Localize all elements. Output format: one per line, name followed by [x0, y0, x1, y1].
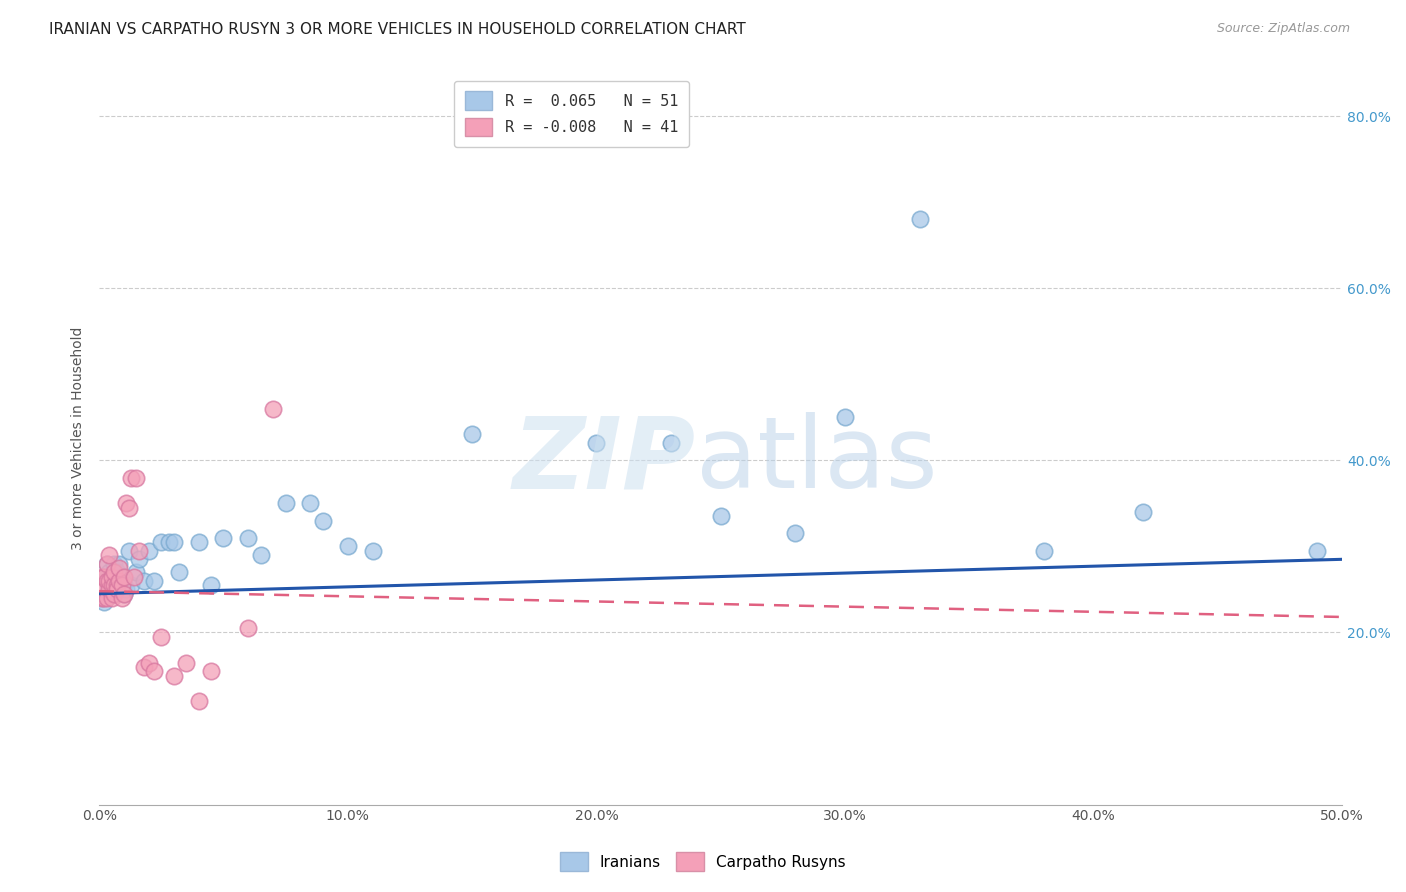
Point — [105, 565, 128, 579]
Point — [336, 540, 359, 554]
Legend: R =  0.065   N = 51, R = -0.008   N = 41: R = 0.065 N = 51, R = -0.008 N = 41 — [454, 80, 689, 147]
Point — [174, 656, 197, 670]
Point — [118, 500, 141, 515]
Point — [96, 557, 118, 571]
Point — [90, 569, 112, 583]
Point — [108, 561, 131, 575]
Point — [93, 569, 115, 583]
Point — [110, 569, 132, 583]
Point — [93, 591, 115, 605]
Point — [1132, 505, 1154, 519]
Point — [150, 535, 173, 549]
Point — [110, 591, 132, 605]
Point — [103, 565, 125, 579]
Point — [100, 587, 122, 601]
Text: Source: ZipAtlas.com: Source: ZipAtlas.com — [1216, 22, 1350, 36]
Point — [212, 531, 235, 545]
Point — [142, 664, 165, 678]
Point — [96, 574, 118, 588]
Point — [163, 668, 186, 682]
Point — [299, 496, 322, 510]
Point — [122, 569, 145, 583]
Point — [96, 569, 118, 583]
Point — [834, 410, 856, 425]
Point — [361, 543, 384, 558]
Point — [312, 514, 335, 528]
Point — [710, 509, 733, 524]
Text: atlas: atlas — [696, 412, 938, 509]
Point — [93, 595, 115, 609]
Point — [120, 470, 142, 484]
Point — [125, 565, 148, 579]
Point — [103, 557, 125, 571]
Point — [112, 569, 135, 583]
Text: ZIP: ZIP — [513, 412, 696, 509]
Point — [115, 582, 138, 597]
Point — [105, 578, 128, 592]
Point — [200, 578, 222, 592]
Point — [112, 587, 135, 601]
Point — [138, 543, 160, 558]
Point — [132, 574, 155, 588]
Point — [461, 427, 484, 442]
Point — [187, 535, 209, 549]
Point — [238, 621, 260, 635]
Point — [90, 591, 112, 605]
Point — [98, 574, 121, 588]
Point — [785, 526, 807, 541]
Point — [132, 660, 155, 674]
Point — [238, 531, 260, 545]
Point — [98, 565, 121, 579]
Point — [163, 535, 186, 549]
Point — [128, 552, 150, 566]
Point — [120, 578, 142, 592]
Point — [100, 569, 122, 583]
Point — [142, 574, 165, 588]
Point — [103, 587, 125, 601]
Point — [908, 212, 931, 227]
Point — [96, 591, 118, 605]
Point — [108, 574, 131, 588]
Point — [150, 630, 173, 644]
Point — [98, 582, 121, 597]
Point — [100, 591, 122, 605]
Point — [118, 543, 141, 558]
Point — [138, 656, 160, 670]
Point — [108, 557, 131, 571]
Point — [262, 401, 284, 416]
Point — [108, 574, 131, 588]
Point — [157, 535, 180, 549]
Y-axis label: 3 or more Vehicles in Household: 3 or more Vehicles in Household — [72, 327, 86, 550]
Point — [200, 664, 222, 678]
Point — [98, 548, 121, 562]
Point — [1306, 543, 1329, 558]
Point — [125, 470, 148, 484]
Point — [1032, 543, 1054, 558]
Point — [585, 436, 607, 450]
Point — [105, 582, 128, 597]
Point — [115, 496, 138, 510]
Point — [128, 543, 150, 558]
Legend: Iranians, Carpatho Rusyns: Iranians, Carpatho Rusyns — [554, 847, 852, 877]
Point — [249, 548, 271, 562]
Point — [167, 565, 190, 579]
Point — [96, 557, 118, 571]
Point — [110, 582, 132, 597]
Point — [110, 578, 132, 592]
Point — [90, 591, 112, 605]
Point — [105, 565, 128, 579]
Point — [103, 578, 125, 592]
Point — [187, 694, 209, 708]
Point — [93, 582, 115, 597]
Point — [100, 578, 122, 592]
Point — [100, 569, 122, 583]
Point — [112, 578, 135, 592]
Point — [659, 436, 682, 450]
Text: IRANIAN VS CARPATHO RUSYN 3 OR MORE VEHICLES IN HOUSEHOLD CORRELATION CHART: IRANIAN VS CARPATHO RUSYN 3 OR MORE VEHI… — [49, 22, 747, 37]
Point — [103, 578, 125, 592]
Point — [100, 587, 122, 601]
Point — [112, 587, 135, 601]
Point — [98, 582, 121, 597]
Point — [274, 496, 297, 510]
